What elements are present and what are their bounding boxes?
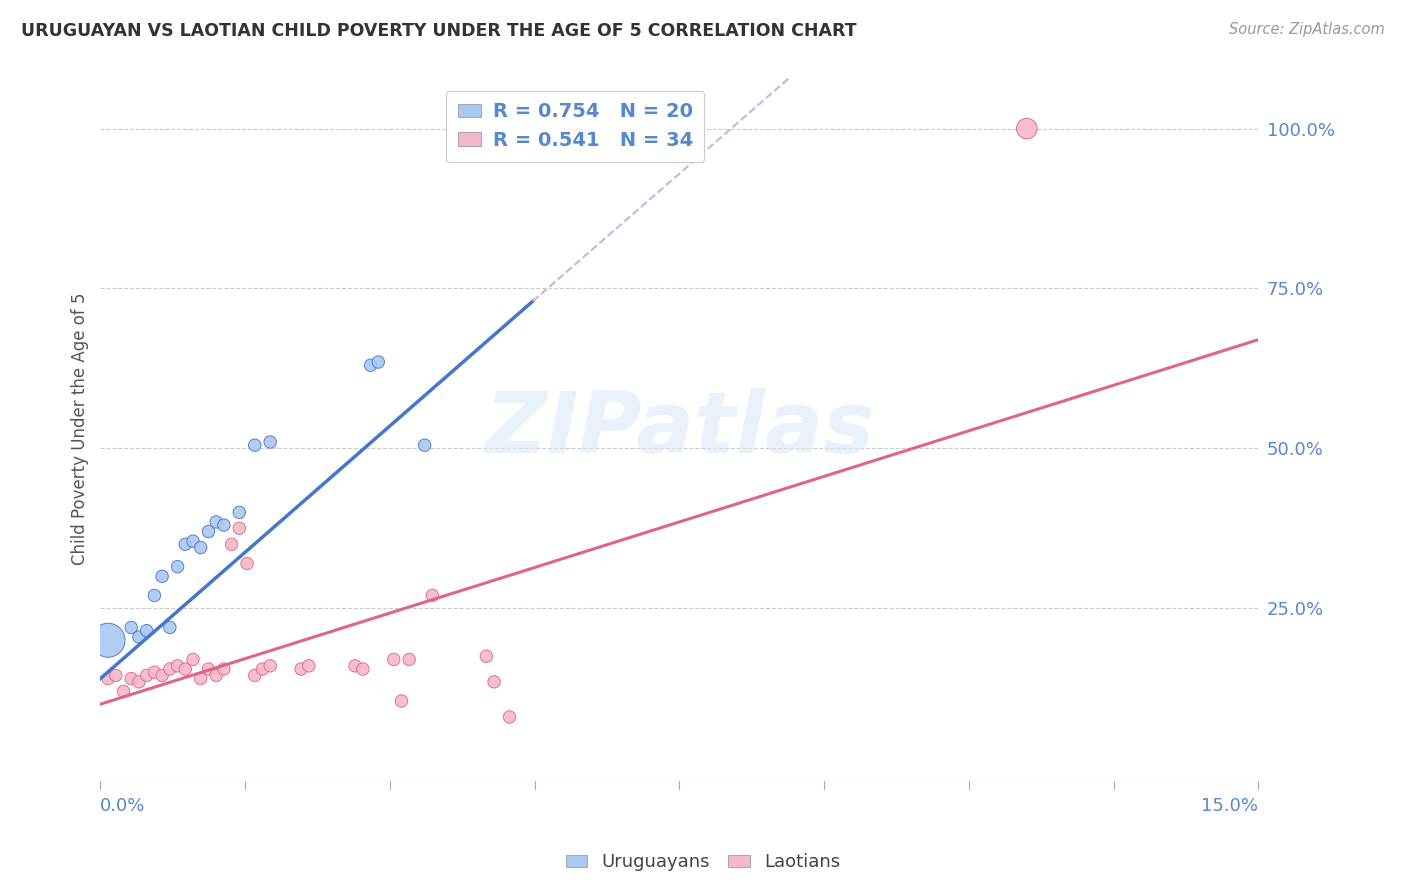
Point: [298, 658, 321, 673]
Point: [1015, 121, 1038, 136]
Point: [344, 658, 367, 673]
Legend: Uruguayans, Laotians: Uruguayans, Laotians: [558, 847, 848, 879]
Point: [236, 557, 259, 571]
Y-axis label: Child Poverty Under the Age of 5: Child Poverty Under the Age of 5: [72, 293, 89, 566]
Point: [243, 438, 266, 452]
Point: [475, 649, 498, 664]
Point: [135, 668, 157, 682]
Point: [135, 624, 157, 638]
Point: [197, 662, 219, 676]
Point: [498, 710, 520, 724]
Point: [228, 521, 250, 535]
Point: [259, 658, 281, 673]
Point: [174, 537, 197, 551]
Point: [290, 662, 312, 676]
Point: [197, 524, 219, 539]
Point: [382, 652, 405, 666]
Text: URUGUAYAN VS LAOTIAN CHILD POVERTY UNDER THE AGE OF 5 CORRELATION CHART: URUGUAYAN VS LAOTIAN CHILD POVERTY UNDER…: [21, 22, 856, 40]
Text: ZIPatlas: ZIPatlas: [484, 388, 875, 471]
Point: [159, 662, 181, 676]
Point: [120, 620, 142, 634]
Point: [166, 658, 188, 673]
Point: [97, 672, 120, 686]
Point: [181, 652, 204, 666]
Point: [482, 674, 505, 689]
Point: [360, 358, 382, 372]
Text: 0.0%: 0.0%: [100, 797, 146, 815]
Point: [212, 662, 235, 676]
Point: [120, 672, 142, 686]
Point: [150, 668, 173, 682]
Point: [352, 662, 374, 676]
Point: [128, 674, 150, 689]
Point: [205, 668, 228, 682]
Point: [367, 355, 389, 369]
Point: [112, 684, 135, 698]
Point: [181, 534, 204, 549]
Point: [166, 559, 188, 574]
Point: [104, 668, 127, 682]
Point: [159, 620, 181, 634]
Point: [128, 630, 150, 644]
Point: [143, 589, 166, 603]
Point: [190, 672, 212, 686]
Point: [174, 662, 197, 676]
Point: [391, 694, 413, 708]
Point: [228, 505, 250, 519]
Point: [150, 569, 173, 583]
Point: [97, 633, 120, 648]
Point: [243, 668, 266, 682]
Point: [398, 652, 420, 666]
Point: [205, 515, 228, 529]
Point: [143, 665, 166, 680]
Point: [252, 662, 274, 676]
Point: [420, 589, 443, 603]
Point: [413, 438, 436, 452]
Text: Source: ZipAtlas.com: Source: ZipAtlas.com: [1229, 22, 1385, 37]
Text: 15.0%: 15.0%: [1201, 797, 1258, 815]
Point: [221, 537, 243, 551]
Legend: R = 0.754   N = 20, R = 0.541   N = 34: R = 0.754 N = 20, R = 0.541 N = 34: [446, 91, 704, 161]
Point: [190, 541, 212, 555]
Point: [259, 435, 281, 450]
Point: [212, 518, 235, 533]
